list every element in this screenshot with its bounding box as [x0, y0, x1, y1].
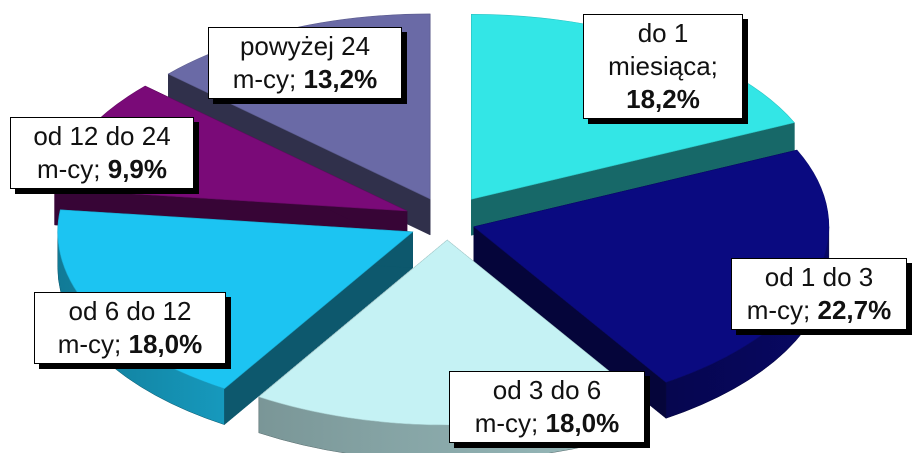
slice-label-line: od 1 do 3: [764, 262, 874, 292]
slice-label-line: miesiąca;: [608, 51, 718, 81]
slice-label-line: m-cy; 9,9%: [19, 153, 185, 186]
slice-label-unit: m-cy;: [57, 329, 122, 359]
slice-label-unit: m-cy;: [36, 154, 101, 184]
slice-label-od-6-do-12: od 6 do 12 m-cy; 18,0%: [34, 292, 226, 364]
slice-value-label: 18,0%: [128, 329, 203, 359]
slice-value-label: 22,7%: [817, 295, 892, 325]
slice-label-line: od 12 do 24: [33, 121, 171, 151]
slice-label-line: od 3 do 6: [492, 375, 602, 405]
slice-label-powyzej-24: powyżej 24 m-cy; 13,2%: [208, 27, 402, 99]
slice-label-od-1-do-3: od 1 do 3 m-cy; 22,7%: [731, 258, 907, 330]
slice-value-label: 18,2%: [626, 84, 700, 114]
slice-label-do-1-miesiaca: do 1 miesiąca; 18,2%: [583, 14, 743, 119]
slice-value-label: 9,9%: [107, 154, 168, 184]
slice-label-line: do 1: [637, 18, 689, 48]
slice-label-od-3-do-6: od 3 do 6 m-cy; 18,0%: [449, 371, 645, 443]
slice-label-line: m-cy; 13,2%: [217, 63, 393, 96]
slice-value-label: 13,2%: [303, 64, 378, 94]
slice-label-od-12-do-24: od 12 do 24 m-cy; 9,9%: [10, 117, 194, 189]
slice-label-unit: m-cy;: [746, 295, 811, 325]
slice-label-unit: m-cy;: [474, 408, 539, 438]
slice-label-line: powyżej 24: [239, 31, 371, 61]
slice-value-label: 18,0%: [545, 408, 620, 438]
slice-label-line: od 6 do 12: [68, 296, 192, 326]
slice-label-line: m-cy; 22,7%: [740, 294, 898, 327]
slice-label-line: m-cy; 18,0%: [458, 407, 636, 440]
slice-label-line: m-cy; 18,0%: [43, 328, 217, 361]
slice-label-unit: m-cy;: [232, 64, 297, 94]
